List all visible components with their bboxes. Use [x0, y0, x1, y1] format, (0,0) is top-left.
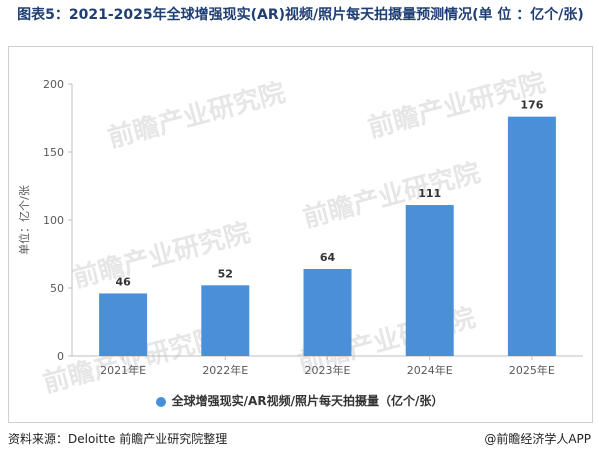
x-tick-label: 2021年E: [100, 363, 146, 377]
legend-label: 全球增强现实/AR视频/照片每天拍摄量（亿个/张）: [171, 394, 444, 408]
y-axis-title: 单位：亿个/张: [17, 185, 31, 255]
bar-value-label: 52: [218, 267, 233, 280]
bar-value-label: 46: [115, 275, 131, 288]
bar-value-label: 176: [520, 99, 543, 112]
y-tick-label: 100: [43, 214, 64, 227]
x-tick-label: 2022年E: [202, 363, 248, 377]
chart-title: 图表5：2021-2025年全球增强现实(AR)视频/照片每天拍摄量预测情况(单…: [17, 7, 584, 23]
legend: 全球增强现实/AR视频/照片每天拍摄量（亿个/张）: [0, 392, 599, 409]
bar: [507, 116, 556, 356]
bar-value-label: 111: [418, 187, 441, 200]
bar-value-label: 64: [320, 251, 336, 264]
legend-swatch: [155, 396, 166, 407]
source-note: 资料来源：Deloitte 前瞻产业研究院整理: [8, 432, 228, 446]
y-tick-label: 200: [43, 78, 64, 91]
bar: [201, 285, 250, 356]
bar: [303, 268, 352, 356]
y-tick-label: 50: [50, 282, 64, 295]
x-tick-label: 2023年E: [305, 363, 351, 377]
x-tick-label: 2024年E: [407, 363, 453, 377]
chart-frame: [8, 46, 593, 423]
y-tick-label: 0: [57, 350, 64, 363]
bar: [99, 293, 148, 356]
y-tick-label: 150: [43, 146, 64, 159]
bar: [405, 205, 454, 356]
credit-note: @前瞻经济学人APP: [484, 432, 591, 446]
x-tick-label: 2025年E: [509, 363, 555, 377]
